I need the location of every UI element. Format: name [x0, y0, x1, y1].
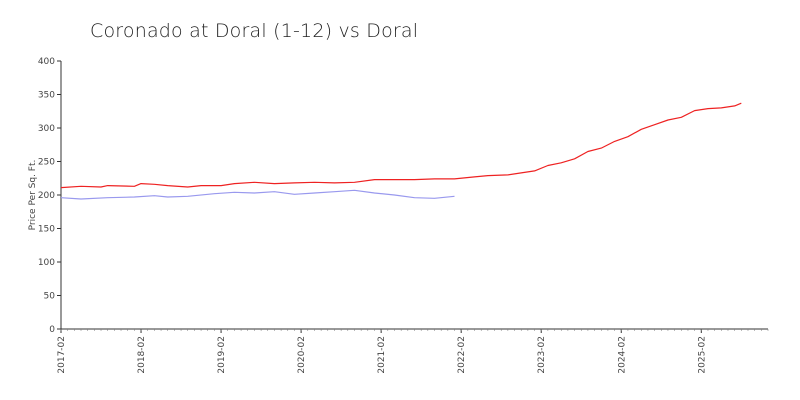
x-tick-label: 2022-02 [457, 336, 467, 374]
x-tick-label: 2020-02 [297, 336, 307, 374]
y-tick-label: 400 [38, 57, 55, 67]
x-tick-label: 2025-02 [697, 336, 707, 374]
y-tick-label: 0 [49, 325, 55, 335]
x-tick-label: 2017-02 [57, 336, 67, 374]
x-tick-label: 2023-02 [537, 336, 547, 374]
y-tick-label: 200 [38, 191, 55, 201]
x-tick-label: 2019-02 [217, 336, 227, 374]
y-tick-label: 100 [38, 258, 55, 268]
series-line-1 [60, 102, 742, 189]
axes: 0 50 100 150 200 250 300 350 400 2017-02 2018-02 20… [28, 57, 769, 374]
y-axis-title: Price Per Sq. Ft. [28, 160, 38, 231]
x-tick-label: 2024-02 [617, 336, 627, 374]
y-tick-label: 300 [38, 124, 55, 134]
series-line-2 [60, 189, 455, 200]
x-tick-label: 2021-02 [377, 336, 387, 374]
y-tick-label: 350 [38, 91, 55, 101]
y-tick-label: 150 [38, 225, 55, 235]
x-tick-label: 2018-02 [137, 336, 147, 374]
series-layer [60, 102, 742, 200]
y-tick-label: 250 [38, 158, 55, 168]
chart-title: Coronado at Doral (1-12) vs Doral [90, 20, 419, 42]
y-tick-label: 50 [44, 292, 56, 302]
